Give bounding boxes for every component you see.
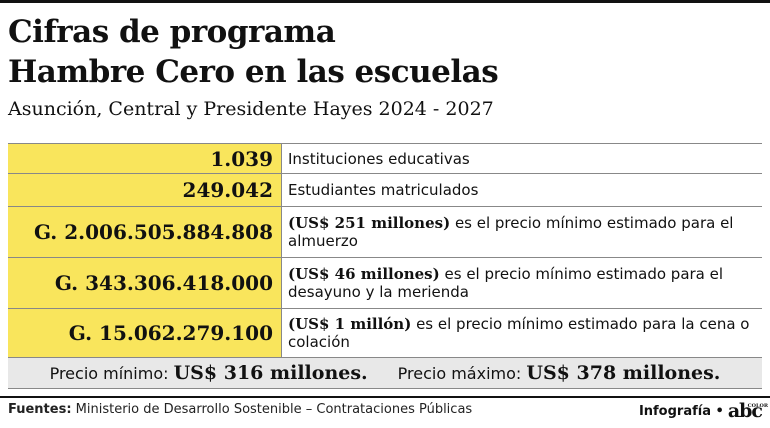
- row-highlight: (US$ 251 millones): [288, 214, 451, 232]
- row-description: (US$ 1 millón) es el precio mínimo estim…: [288, 315, 762, 351]
- logo-small: COLOR: [747, 403, 768, 409]
- sources: Fuentes: Ministerio de Desarrollo Sosten…: [8, 402, 472, 417]
- min-value: US$ 316 millones.: [173, 362, 368, 384]
- min-label: Precio mínimo:: [49, 364, 174, 383]
- credit-text: Infografía •: [638, 403, 724, 419]
- credit: Infografía • abc COLOR: [638, 400, 768, 422]
- row-value: G. 2.006.505.884.808: [8, 207, 282, 257]
- totals-row: Precio mínimo: US$ 316 millones. Precio m…: [8, 358, 762, 389]
- row-value: 1.039: [8, 144, 282, 173]
- row-highlight: (US$ 46 millones): [288, 265, 440, 283]
- row-value: G. 15.062.279.100: [8, 309, 282, 357]
- source-label: Fuentes:: [8, 402, 72, 417]
- row-detail: es el precio mínimo estimado para el des…: [288, 265, 724, 301]
- row-value: 249.042: [8, 174, 282, 206]
- row-text: (US$ 46 millones) es el precio mínimo es…: [282, 258, 762, 308]
- row-value: G. 343.306.418.000: [8, 258, 282, 308]
- logo: abc COLOR: [727, 400, 768, 422]
- table-row: G. 343.306.418.000 (US$ 46 millones) es e…: [8, 258, 762, 309]
- max-value: US$ 378 millones.: [526, 362, 721, 384]
- row-text: Estudiantes matriculados: [282, 174, 762, 206]
- row-highlight: (US$ 1 millón): [288, 315, 412, 333]
- title-line: Hambre Cero en las escuelas: [8, 54, 499, 90]
- row-detail: es el precio mínimo estimado para el alm…: [288, 214, 734, 250]
- logo-text: abc: [727, 400, 763, 422]
- table-row: G. 15.062.279.100 (US$ 1 millón) es el pr…: [8, 309, 762, 358]
- subtitle: Asunción, Central y Presidente Hayes 202…: [8, 98, 494, 120]
- row-text: (US$ 251 millones) es el precio mínimo e…: [282, 207, 762, 257]
- table-row: 249.042 Estudiantes matriculados: [8, 174, 762, 207]
- row-description: (US$ 251 millones) es el precio mínimo e…: [288, 214, 762, 250]
- row-detail: Estudiantes matriculados: [288, 181, 479, 199]
- row-description: Estudiantes matriculados: [288, 181, 478, 199]
- max-price: Precio máximo: US$ 378 millones.: [398, 362, 721, 384]
- row-detail: es el precio mínimo estimado para la cen…: [288, 315, 750, 351]
- row-text: (US$ 1 millón) es el precio mínimo estim…: [282, 309, 762, 357]
- min-price: Precio mínimo: US$ 316 millones.: [50, 362, 368, 384]
- row-detail: Instituciones educativas: [288, 149, 470, 168]
- title-line: Cifras de programa: [8, 14, 336, 50]
- table-row: G. 2.006.505.884.808 (US$ 251 millones) e…: [8, 207, 762, 258]
- row-description: Instituciones educativas: [288, 150, 470, 168]
- max-label: Precio máximo:: [397, 364, 527, 383]
- top-bar: [0, 0, 770, 3]
- table: 1.039 Instituciones educativas 249.042 Estu…: [8, 143, 762, 389]
- separator: [0, 396, 770, 398]
- table-row: 1.039 Instituciones educativas: [8, 144, 762, 174]
- title: Cifras de programa Hambre Cero en las es…: [8, 12, 499, 92]
- row-text: Instituciones educativas: [282, 144, 762, 173]
- source-text: Ministerio de Desarrollo Sostenible – Co…: [71, 402, 473, 417]
- row-description: (US$ 46 millones) es el precio mínimo es…: [288, 265, 762, 301]
